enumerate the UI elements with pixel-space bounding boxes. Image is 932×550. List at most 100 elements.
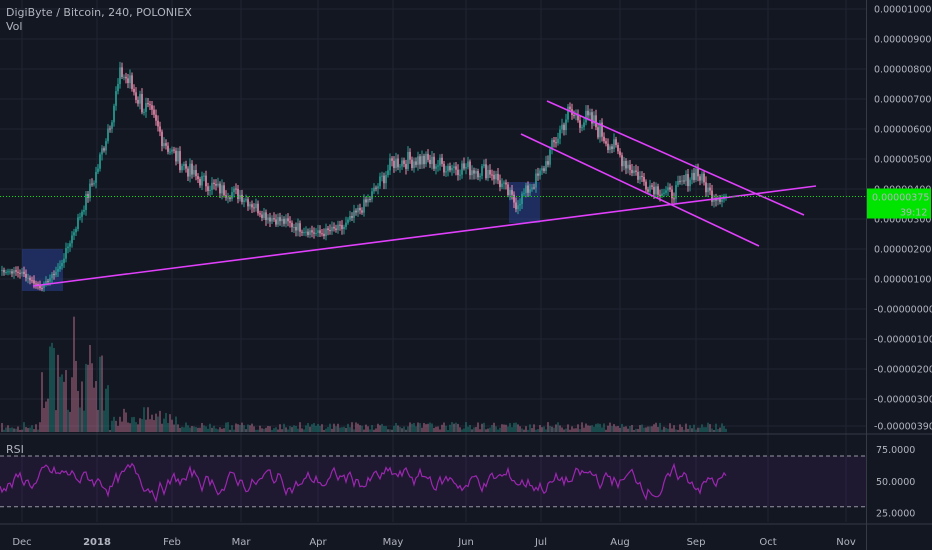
candle-body (611, 146, 613, 149)
volume-bar (101, 355, 103, 432)
candle-body (281, 218, 283, 222)
volume-bar (85, 363, 87, 432)
volume-bar (461, 429, 463, 432)
volume-bar (353, 429, 355, 432)
candle-body (17, 271, 19, 273)
candle-body (369, 199, 371, 201)
candle-body (207, 186, 209, 191)
candle-body (687, 174, 689, 187)
volume-bar (473, 427, 475, 432)
candle-body (311, 230, 313, 233)
volume-bar (641, 424, 643, 432)
volume-bar (63, 381, 65, 432)
volume-bar (701, 424, 703, 432)
volume-bar (519, 426, 521, 432)
volume-bar (475, 427, 477, 432)
candle-body (523, 193, 525, 195)
volume-bar (529, 424, 531, 432)
candle-body (231, 192, 233, 199)
volume-bar (143, 407, 145, 432)
candle-body (1, 269, 3, 271)
candle-body (579, 120, 581, 128)
trendline[interactable] (520, 133, 760, 247)
candle-body (325, 228, 327, 237)
volume-bar (295, 425, 297, 432)
time-tick-label: May (383, 537, 404, 548)
volume-bar (443, 422, 445, 432)
volume-bar (547, 422, 549, 432)
volume-bar (337, 423, 339, 432)
candle-body (13, 270, 15, 274)
volume-bar (363, 429, 365, 432)
volume-bar (51, 342, 53, 432)
candle-body (651, 185, 653, 187)
candle-body (521, 193, 523, 205)
trendline[interactable] (32, 185, 817, 287)
volume-bar (161, 423, 163, 432)
candle-body (491, 174, 493, 176)
volume-bar (277, 429, 279, 432)
volume-bar (97, 409, 99, 432)
candle-body (181, 165, 183, 171)
candle-body (83, 209, 85, 212)
candle-body (113, 105, 115, 123)
candle-body (75, 228, 77, 233)
volume-bar (165, 412, 167, 432)
volume-bar (441, 424, 443, 432)
candle-body (605, 141, 607, 144)
candle-body (617, 145, 619, 152)
volume-bar (185, 422, 187, 432)
candle-body (511, 190, 513, 195)
volume-bar (485, 429, 487, 432)
volume-bar (635, 428, 637, 432)
volume-bar (573, 428, 575, 432)
volume-bar (275, 427, 277, 432)
candle-body (415, 161, 417, 165)
volume-bar (549, 425, 551, 432)
candle-body (129, 75, 131, 84)
volume-bar (425, 424, 427, 432)
volume-bar (421, 427, 423, 432)
candle-body (111, 122, 113, 129)
candle-body (143, 111, 145, 113)
volume-bar (527, 429, 529, 432)
volume-bar (575, 428, 577, 432)
volume-bar (41, 372, 43, 432)
volume-bar (417, 422, 419, 432)
volume-bar (227, 422, 229, 432)
price-tick-label: 0.00000700 (874, 95, 931, 106)
candle-body (703, 173, 705, 183)
candle-body (343, 226, 345, 230)
volume-bar (709, 424, 711, 432)
candle-body (639, 175, 641, 180)
volume-bar (489, 427, 491, 432)
price-tick-label: 0.00000500 (874, 155, 931, 166)
time-tick-label: Sep (687, 537, 706, 548)
volume-bar (657, 426, 659, 432)
volume-bar (611, 426, 613, 432)
candle-body (297, 223, 299, 231)
price-tick-label: 0.00000300 (874, 215, 931, 226)
volume-bar (105, 388, 107, 432)
candle-body (533, 187, 535, 189)
trendline[interactable] (546, 100, 805, 216)
volume-bar (299, 422, 301, 432)
candle-body (561, 124, 563, 130)
candle-body (497, 173, 499, 181)
candle-body (317, 230, 319, 233)
candle-body (559, 129, 561, 139)
candle-body (355, 210, 357, 213)
countdown-label: 39:12 (900, 208, 927, 219)
candle-body (697, 168, 699, 177)
candle-body (293, 226, 295, 228)
volume-bar (687, 428, 689, 432)
volume-bar (87, 364, 89, 432)
candle-body (361, 210, 363, 213)
candle-body (15, 270, 17, 272)
volume-bar (111, 420, 113, 432)
volume-bar (335, 426, 337, 432)
volume-bar (261, 428, 263, 432)
volume-bar (181, 426, 183, 432)
candle-body (627, 164, 629, 169)
